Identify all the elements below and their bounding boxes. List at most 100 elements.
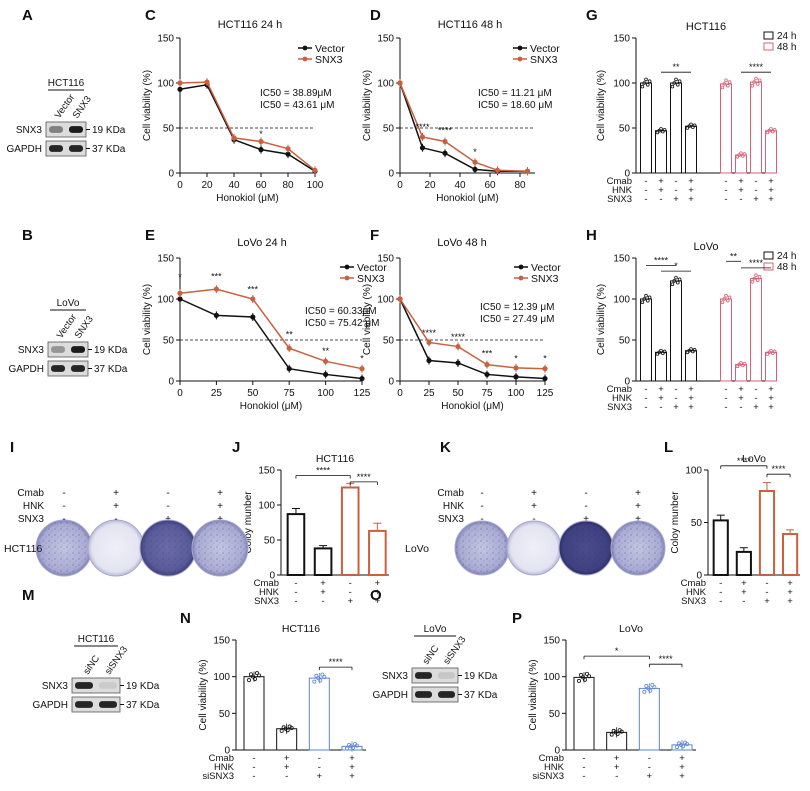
treatment-sign: -	[480, 514, 483, 525]
treatment-sign: -	[754, 176, 757, 187]
data-dot	[685, 126, 690, 130]
data-point	[419, 134, 426, 140]
treatment-sign: -	[582, 753, 585, 764]
data-point	[177, 80, 183, 86]
panel-letter-k: K	[440, 439, 451, 456]
data-point	[524, 168, 531, 174]
y-tick-label: 100	[157, 295, 174, 306]
legend-label: 48 h	[777, 262, 796, 273]
y-tick-label: 50	[549, 709, 561, 720]
y-axis-label: Cell viability (%)	[198, 659, 209, 730]
bar	[720, 83, 732, 174]
chart-title: LoVo 48 h	[437, 237, 487, 249]
data-point	[513, 374, 519, 380]
data-dot	[314, 673, 319, 678]
y-tick-label: 0	[224, 746, 230, 757]
treatment-sign: +	[738, 185, 744, 196]
treatment-sign: +	[375, 578, 381, 589]
ic50-label: IC50 = 60.33μM	[305, 306, 377, 317]
treatment-row-label: HNK	[612, 185, 633, 196]
treatment-sign: +	[688, 402, 694, 413]
treatment-sign: -	[648, 753, 651, 764]
treatment-sign: +	[375, 596, 381, 607]
y-tick-label: 0	[624, 377, 630, 388]
blot-kda-label: 37 KDa	[94, 364, 128, 375]
series-line-vector	[399, 298, 546, 380]
treatment-row-label: Cmab	[539, 753, 564, 764]
significance-stars: ****	[659, 654, 674, 664]
bar	[720, 298, 732, 382]
x-tick-label: 50	[452, 388, 464, 399]
data-dot	[642, 81, 646, 85]
x-tick-label: 50	[247, 388, 259, 399]
treatment-row-label: Cmab	[437, 488, 464, 499]
y-tick-label: 0	[388, 377, 394, 388]
treatment-sign: +	[647, 771, 653, 782]
bar	[340, 486, 360, 576]
y-tick-label: 150	[157, 254, 174, 265]
ic50-label: IC50 = 27.49 μM	[480, 314, 554, 325]
treatment-row-label: Cmab	[607, 384, 632, 395]
significance-stars: ****	[415, 122, 430, 132]
panel-letter-m: M	[22, 587, 35, 604]
data-dot	[757, 275, 762, 279]
treatment-row-label: HNK	[23, 501, 44, 512]
treatment-sign: -	[294, 578, 297, 589]
treatment-sign: +	[764, 596, 770, 607]
treatment-sign: -	[582, 771, 585, 782]
treatment-row-label: HNK	[544, 762, 565, 773]
treatment-sign: +	[349, 753, 355, 764]
data-dot	[677, 79, 682, 83]
line-chart-c: HCT116 24 h 0 50 100 150 0 20 40 60 80 100 Honokiol…	[142, 19, 345, 204]
bar	[670, 82, 682, 174]
x-tick-label: 25	[211, 388, 223, 399]
data-dot	[750, 279, 755, 284]
y-tick-label: 50	[619, 336, 631, 347]
y-axis-label: Cell viability (%)	[142, 284, 153, 355]
bar	[573, 676, 595, 751]
legend-label: SNX3	[357, 273, 385, 285]
data-dot	[754, 273, 758, 278]
blot-band	[71, 346, 85, 353]
x-tick-label: 25	[423, 388, 435, 399]
blot-row-label: GAPDH	[32, 700, 68, 711]
treatment-row-label: siSNX3	[202, 771, 234, 782]
x-tick-label: 40	[454, 180, 466, 191]
significance-stars: *	[360, 353, 364, 363]
panel-letter-p: P	[512, 610, 522, 627]
treatment-sign: -	[719, 587, 722, 598]
treatment-sign: -	[674, 384, 677, 395]
treatment-sign: +	[284, 762, 290, 773]
data-dot	[740, 154, 745, 158]
data-point	[484, 371, 490, 378]
blot-kda-label: 37 KDa	[126, 700, 160, 711]
treatment-sign: +	[741, 578, 747, 589]
treatment-sign: -	[615, 771, 618, 782]
legend-marker	[302, 56, 308, 62]
treatment-sign: +	[688, 185, 694, 196]
treatment-sign: +	[768, 402, 774, 413]
blot-cell-line: HCT116	[48, 78, 85, 89]
lane-label: siSNX3	[441, 634, 468, 666]
y-axis-label: Cell viability (%)	[362, 70, 373, 141]
significance-stars: ****	[654, 255, 669, 265]
legend-marker	[344, 275, 350, 281]
bar-chart-n: HCT116 0 50 100 150 Cell viability (%) **** Cma…	[198, 623, 366, 782]
data-point	[513, 365, 519, 371]
treatment-sign: +	[738, 393, 744, 404]
data-dot	[577, 678, 582, 683]
blot-cell-line: LoVo	[424, 624, 447, 635]
colony-texture	[141, 521, 195, 575]
treatment-sign: -	[166, 501, 169, 512]
y-tick-label: 0	[696, 571, 702, 582]
y-tick-label: 150	[613, 34, 630, 45]
bar	[765, 130, 777, 174]
treatment-sign: -	[719, 596, 722, 607]
data-dot	[742, 152, 747, 156]
data-dot	[692, 123, 697, 128]
series-line-snx3	[179, 81, 316, 171]
data-dot	[675, 83, 680, 87]
treatment-sign: +	[679, 762, 685, 773]
data-dot	[583, 677, 588, 682]
